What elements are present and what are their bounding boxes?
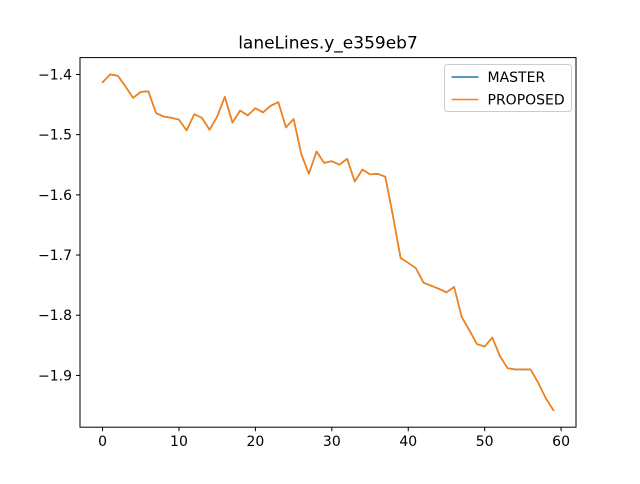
y-axis-ticks: −1.4 −1.5 −1.6 −1.7 −1.8 −1.9	[38, 67, 80, 384]
x-axis-ticks: 0 10 20 30 40 50 60	[98, 427, 570, 450]
legend-label-proposed: PROPOSED	[488, 93, 565, 109]
legend-label-master: MASTER	[488, 70, 546, 86]
x-tick-label: 0	[98, 434, 107, 450]
y-tick-label: −1.7	[38, 248, 72, 264]
x-tick-label: 50	[476, 434, 494, 450]
y-tick-label: −1.5	[38, 128, 72, 144]
x-tick-label: 30	[323, 434, 341, 450]
series-lines	[101, 73, 555, 412]
chart-title: laneLines.y_e359eb7	[238, 34, 418, 54]
y-tick-label: −1.9	[38, 368, 72, 384]
plot-frame	[79, 57, 577, 428]
series-line-master	[101, 73, 555, 412]
series-line-proposed	[101, 73, 555, 412]
x-tick-label: 20	[246, 434, 264, 450]
y-tick-label: −1.4	[38, 67, 72, 83]
x-tick-label: 60	[552, 434, 570, 450]
x-tick-label: 10	[170, 434, 188, 450]
legend: MASTER PROPOSED	[444, 64, 572, 112]
y-tick-label: −1.8	[38, 308, 72, 324]
x-tick-label: 40	[399, 434, 417, 450]
y-tick-label: −1.6	[38, 188, 72, 204]
